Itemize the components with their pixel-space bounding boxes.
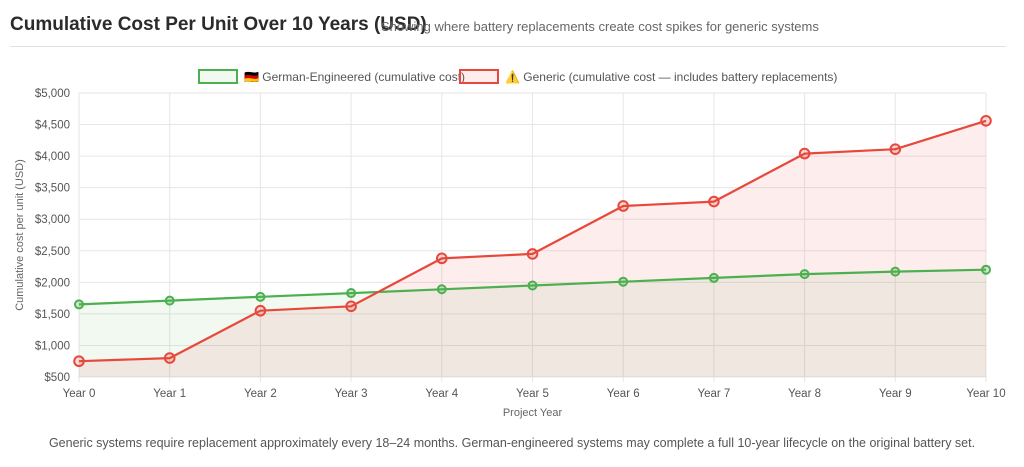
- x-axis-label: Project Year: [503, 407, 563, 419]
- legend-label-1: ⚠️ Generic (cumulative cost — includes b…: [505, 70, 837, 84]
- x-tick-label: Year 0: [63, 388, 96, 400]
- y-tick-label: $4,000: [35, 151, 70, 163]
- y-tick-label: $500: [44, 372, 70, 384]
- y-tick-label: $1,500: [35, 309, 70, 321]
- series-0-point: [74, 299, 84, 310]
- series-0-point: [618, 276, 629, 287]
- series-1-point: [254, 304, 267, 317]
- x-tick-label: Year 7: [697, 388, 730, 400]
- series-1-point: [708, 195, 720, 208]
- y-tick-label: $3,500: [35, 183, 70, 195]
- chart-title: Cumulative Cost Per Unit Over 10 Years (…: [10, 14, 427, 35]
- series-0-point: [346, 288, 357, 299]
- series-0-point: [981, 264, 991, 275]
- legend-swatch-0: [198, 69, 238, 84]
- x-tick-label: Year 5: [516, 388, 549, 400]
- chart-grid: [78, 92, 987, 382]
- y-tick-label: $2,000: [35, 277, 70, 289]
- series-1-point: [73, 355, 85, 368]
- series-1-point: [436, 252, 448, 265]
- series-1-line: [78, 119, 987, 363]
- series-0-point: [527, 280, 538, 291]
- x-tick-label: Year 2: [244, 388, 277, 400]
- chart-subtitle: Showing where battery replacements creat…: [381, 19, 819, 34]
- series-0-point: [255, 291, 266, 302]
- series-0-line: [78, 268, 987, 306]
- y-tick-label: $3,000: [35, 214, 70, 226]
- y-tick-label: $5,000: [35, 88, 70, 100]
- series-1-point: [163, 352, 176, 364]
- y-tick-label: $2,500: [35, 246, 70, 258]
- y-tick-label: $4,500: [35, 120, 70, 132]
- series-1-point: [345, 300, 357, 313]
- y-axis-label: Cumulative cost per unit (USD): [14, 159, 26, 311]
- series-0-point: [799, 269, 810, 280]
- series-1-point: [617, 200, 630, 212]
- legend-swatch-1: [459, 69, 499, 84]
- series-1-point: [980, 114, 992, 127]
- chart-legend: 🇩🇪 German-Engineered (cumulative cost) ⚠️…: [198, 69, 837, 84]
- x-tick-label: Year 6: [607, 388, 640, 400]
- x-tick-label: Year 10: [966, 388, 1005, 400]
- x-tick-label: Year 9: [879, 388, 912, 400]
- series-0-point: [436, 284, 447, 295]
- chart-header: Cumulative Cost Per Unit Over 10 Years (…: [10, 0, 1006, 47]
- series-1-point: [889, 143, 902, 155]
- x-tick-label: Year 3: [335, 388, 368, 400]
- legend-label-0: 🇩🇪 German-Engineered (cumulative cost): [244, 70, 465, 84]
- chart-footnote: Generic systems require replacement appr…: [48, 436, 976, 450]
- cost-line-chart: $500 $1,000 $1,500 $2,000 $2,500 $3,000 $3,500…: [14, 69, 1006, 419]
- series-0-point: [164, 295, 175, 306]
- series-0-area: [79, 269, 986, 377]
- x-tick-label: Year 8: [788, 388, 821, 400]
- series-0-point: [708, 272, 719, 283]
- series-1-point: [798, 147, 811, 160]
- series-1-point: [526, 248, 539, 260]
- y-tick-label: $1,000: [35, 340, 70, 352]
- series-0-point: [890, 266, 901, 277]
- series-1-area: [79, 120, 986, 378]
- x-tick-label: Year 1: [153, 388, 186, 400]
- x-tick-label: Year 4: [425, 388, 458, 400]
